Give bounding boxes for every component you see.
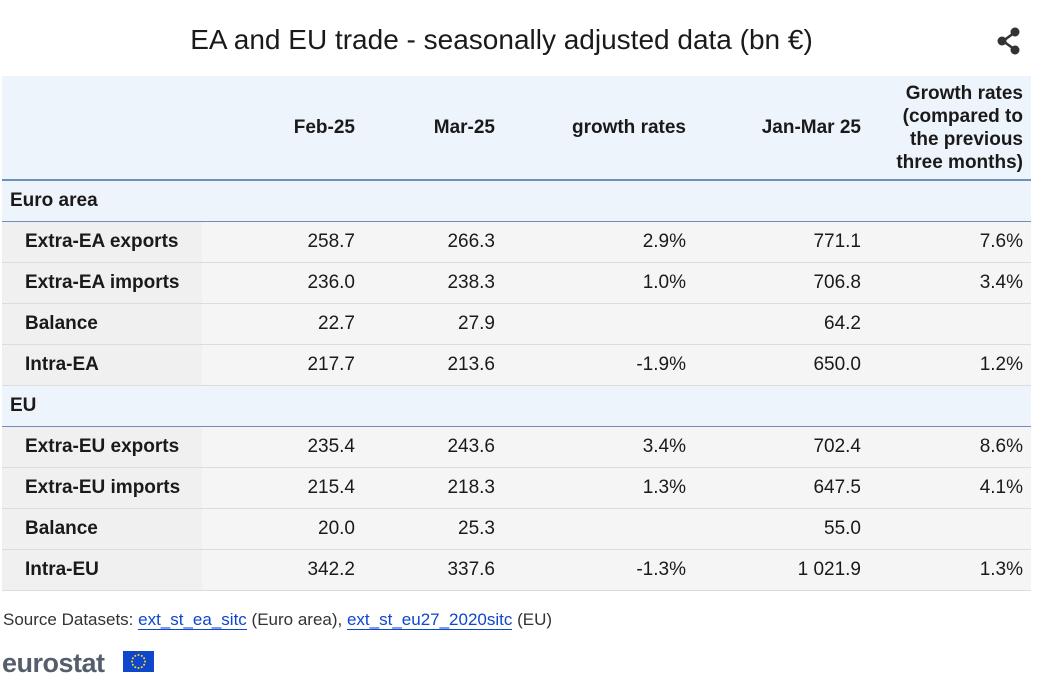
flag-star: [143, 663, 146, 666]
table-cell: 236.0: [202, 262, 363, 304]
group-row: Euro area: [2, 180, 1031, 222]
row-label: Extra-EA exports: [2, 221, 202, 263]
table-cell: 213.6: [363, 344, 503, 386]
chart-title: EA and EU trade - seasonally adjusted da…: [190, 24, 813, 55]
table-cell: -1.9%: [503, 344, 694, 386]
flag-star: [140, 666, 143, 669]
table-cell: 217.7: [202, 344, 363, 386]
table-cell: 702.4: [694, 426, 869, 468]
column-header: [2, 76, 202, 181]
row-label: Intra-EU: [2, 549, 202, 591]
table-cell: 4.1%: [869, 467, 1031, 509]
table-cell: [503, 508, 694, 550]
table-cell: 1 021.9: [694, 549, 869, 591]
row-label: Intra-EA: [2, 344, 202, 386]
row-label: Balance: [2, 508, 202, 550]
table-cell: 1.2%: [869, 344, 1031, 386]
flag-star: [134, 666, 137, 669]
row-label: Extra-EU exports: [2, 426, 202, 468]
table-row: Balance 22.7 27.9 64.2: [2, 303, 1031, 345]
flag-star: [134, 654, 137, 657]
row-label: Extra-EU imports: [2, 467, 202, 509]
table-body: Euro area Extra-EA exports 258.7 266.3 2.9% 7…: [2, 180, 1031, 591]
column-header: Mar-25: [363, 76, 503, 181]
table-row: Intra-EU 342.2 337.6 -1.3% 1 021.9 1.3%: [2, 549, 1031, 591]
table-cell: 55.0: [694, 508, 869, 550]
table-cell: 3.4%: [503, 426, 694, 468]
table-cell: 1.0%: [503, 262, 694, 304]
table-row: Extra-EA imports 236.0 238.3 1.0% 706.8 3.4%: [2, 262, 1031, 304]
table-cell: 650.0: [694, 344, 869, 386]
table-cell: 20.0: [202, 508, 363, 550]
table-row: Extra-EU imports 215.4 218.3 1.3% 647.5 4.1%: [2, 467, 1031, 509]
row-label: Extra-EA imports: [2, 262, 202, 304]
table-cell: 27.9: [363, 303, 503, 345]
table-cell: 337.6: [363, 549, 503, 591]
table-cell: [869, 508, 1031, 550]
source-line: Source Datasets: ext_st_ea_sitc (Euro ar…: [3, 610, 552, 630]
flag-star: [131, 663, 134, 666]
table-cell: 7.6%: [869, 221, 1031, 263]
source-prefix: Source Datasets:: [3, 610, 139, 629]
table-row: Balance 20.0 25.3 55.0: [2, 508, 1031, 550]
column-header: growth rates: [503, 76, 694, 181]
table-cell: -1.3%: [503, 549, 694, 591]
table-cell: 235.4: [202, 426, 363, 468]
table-cell: 771.1: [694, 221, 869, 263]
share-icon[interactable]: [994, 26, 1024, 56]
group-row: EU: [2, 385, 1031, 427]
source-suffix: (EU): [512, 610, 553, 629]
table-cell: 1.3%: [869, 549, 1031, 591]
flag-star: [144, 660, 146, 663]
table-cell: 218.3: [363, 467, 503, 509]
flag-star: [137, 654, 140, 656]
column-header: Feb-25: [202, 76, 363, 181]
column-header: Growth rates (compared to the previous t…: [869, 76, 1031, 181]
table-cell: 64.2: [694, 303, 869, 345]
column-header: Jan-Mar 25: [694, 76, 869, 181]
flag-star: [131, 657, 134, 660]
flag-star: [143, 657, 146, 660]
flag-star: [140, 654, 143, 657]
table-cell: 342.2: [202, 549, 363, 591]
group-label: Euro area: [2, 180, 1031, 222]
table-cell: 266.3: [363, 221, 503, 263]
table-cell: 258.7: [202, 221, 363, 263]
table-row: Extra-EA exports 258.7 266.3 2.9% 771.1 7.6%: [2, 221, 1031, 263]
eu-flag-icon: [123, 651, 154, 672]
flag-star: [137, 667, 140, 669]
table-cell: 25.3: [363, 508, 503, 550]
source-link-ea[interactable]: ext_st_ea_sitc: [138, 610, 247, 630]
table-cell: 238.3: [363, 262, 503, 304]
table-cell: 1.3%: [503, 467, 694, 509]
table-cell: [869, 303, 1031, 345]
logo-text: eurostat: [2, 648, 105, 678]
table-cell: 243.6: [363, 426, 503, 468]
table-cell: 22.7: [202, 303, 363, 345]
flag-star: [131, 660, 133, 663]
group-label: EU: [2, 385, 1031, 427]
data-table: Feb-25 Mar-25 growth rates Jan-Mar 25 Gr…: [2, 76, 1031, 591]
table-cell: 8.6%: [869, 426, 1031, 468]
table-cell: 647.5: [694, 467, 869, 509]
header-row: Feb-25 Mar-25 growth rates Jan-Mar 25 Gr…: [2, 76, 1031, 181]
table-cell: [503, 303, 694, 345]
table-row: Extra-EU exports 235.4 243.6 3.4% 702.4 8.6%: [2, 426, 1031, 468]
row-label: Balance: [2, 303, 202, 345]
table-cell: 215.4: [202, 467, 363, 509]
table-cell: 2.9%: [503, 221, 694, 263]
table-cell: 3.4%: [869, 262, 1031, 304]
source-mid: (Euro area),: [246, 610, 347, 629]
table-cell: 706.8: [694, 262, 869, 304]
table-row: Intra-EA 217.7 213.6 -1.9% 650.0 1.2%: [2, 344, 1031, 386]
source-link-eu[interactable]: ext_st_eu27_2020sitc: [346, 610, 513, 630]
